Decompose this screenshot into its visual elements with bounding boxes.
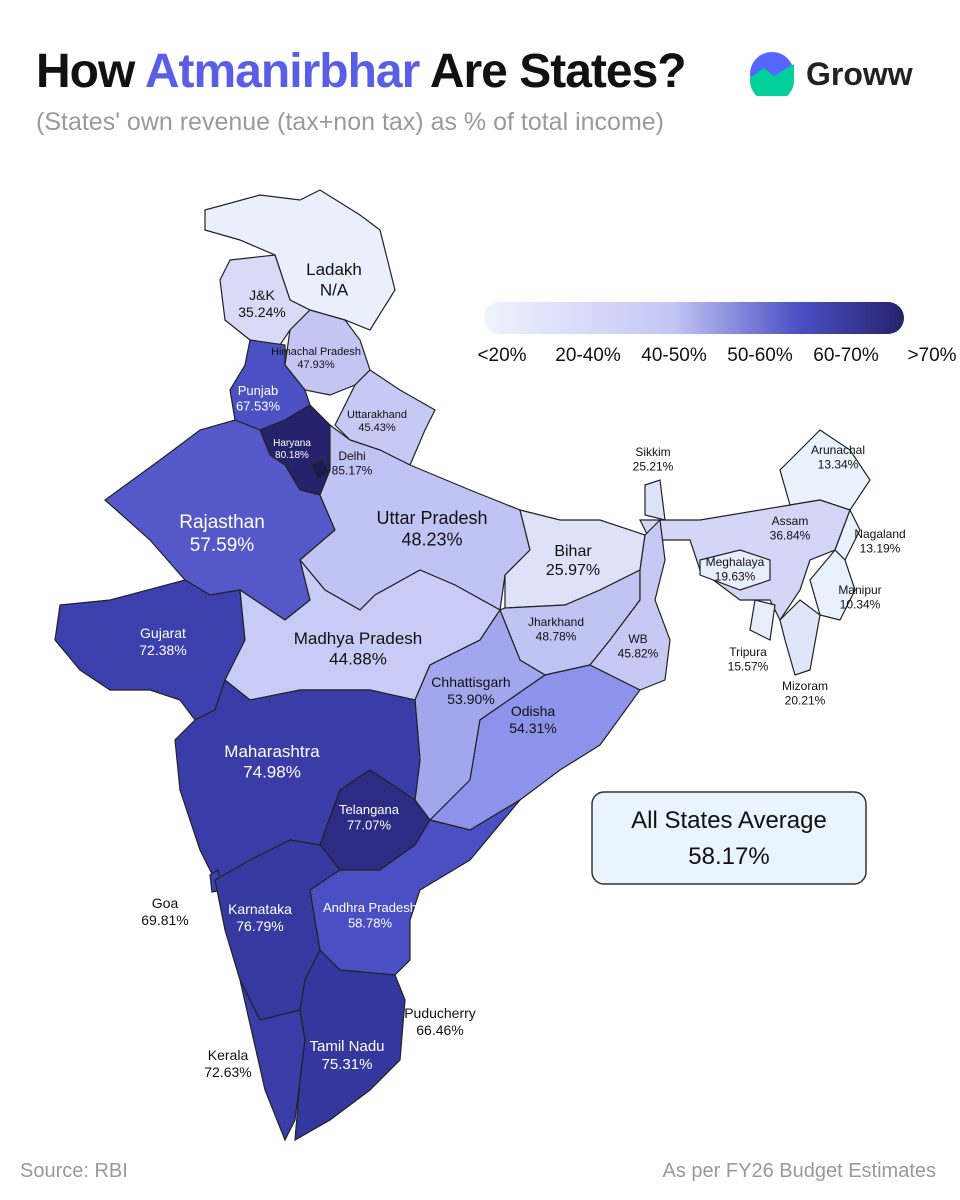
state-name: Uttarakhand xyxy=(347,409,407,421)
state-value: 25.97% xyxy=(546,562,600,579)
legend-label: 40-50% xyxy=(641,345,707,366)
state xyxy=(294,948,406,1142)
state-value: 44.88% xyxy=(329,649,387,668)
state xyxy=(809,549,856,621)
state-value: 76.79% xyxy=(236,918,283,934)
subtitle: (States' own revenue (tax+non tax) as % … xyxy=(36,108,665,136)
state xyxy=(644,479,666,521)
brand-name: Groww xyxy=(806,55,913,92)
state-name: Meghalaya xyxy=(706,555,765,569)
state-name: Madhya Pradesh xyxy=(294,629,423,648)
state-name: Nagaland xyxy=(854,527,905,541)
state-name: Ladakh xyxy=(306,260,362,279)
state-value: 20.21% xyxy=(785,693,826,707)
state-name: Arunachal xyxy=(811,443,865,457)
state-name: Himachal Pradesh xyxy=(271,346,361,358)
state-name: WB xyxy=(628,632,647,646)
average-label: All States Average xyxy=(631,807,827,834)
state-value: 54.31% xyxy=(509,720,556,736)
state-value: 53.90% xyxy=(447,691,494,707)
legend-label: 50-60% xyxy=(727,345,793,366)
state-name: Maharashtra xyxy=(224,742,320,761)
state-name: J&K xyxy=(249,287,275,303)
state-name: Puducherry xyxy=(404,1005,476,1021)
average-value: 58.17% xyxy=(688,843,769,870)
state-name: Telangana xyxy=(339,802,400,817)
state-name: Jharkhand xyxy=(528,615,584,629)
state-name: Assam xyxy=(772,514,809,528)
state xyxy=(428,664,641,831)
note: As per FY26 Budget Estimates xyxy=(662,1160,936,1182)
state-value: 48.78% xyxy=(536,629,577,643)
legend-label: 60-70% xyxy=(813,345,879,366)
state-value: N/A xyxy=(320,280,349,299)
state-name: Sikkim xyxy=(635,445,670,459)
state xyxy=(219,254,312,346)
source: Source: RBI xyxy=(20,1160,128,1182)
state-value: 74.98% xyxy=(243,762,301,781)
state-value: 47.93% xyxy=(297,359,335,371)
state-value: 72.63% xyxy=(204,1064,251,1080)
average-box xyxy=(591,791,867,885)
state-value: 58.78% xyxy=(348,916,393,931)
legend-label: >70% xyxy=(907,345,956,366)
legend-label: <20% xyxy=(477,345,526,366)
state-name: Haryana xyxy=(273,438,311,449)
brand-logo xyxy=(750,52,794,96)
state-value: 67.53% xyxy=(236,399,281,414)
state-value: 85.17% xyxy=(332,463,373,477)
state-name: Rajasthan xyxy=(179,512,265,533)
legend-bar xyxy=(484,302,904,334)
state-value: 13.34% xyxy=(818,457,859,471)
state-value: 45.43% xyxy=(358,422,396,434)
state-value: 75.31% xyxy=(322,1056,373,1073)
state xyxy=(204,189,396,331)
state-name: Manipur xyxy=(838,583,881,597)
state-value: 80.18% xyxy=(275,450,309,461)
state xyxy=(589,518,671,691)
state-value: 25.21% xyxy=(633,459,674,473)
state-name: Karnataka xyxy=(228,901,292,917)
state xyxy=(699,549,771,591)
state-name: Tripura xyxy=(729,645,767,659)
state-value: 69.81% xyxy=(141,912,188,928)
state-value: 35.24% xyxy=(238,304,285,320)
state-name: Andhra Pradesh xyxy=(323,900,417,915)
state-value: 36.84% xyxy=(770,528,811,542)
state-name: Punjab xyxy=(238,383,278,398)
state xyxy=(334,369,436,466)
state-value: 19.63% xyxy=(715,569,756,583)
title-part: Are States? xyxy=(429,45,687,98)
legend-label: 20-40% xyxy=(555,345,621,366)
state-name: Gujarat xyxy=(140,625,186,641)
title-highlight: Atmanirbhar xyxy=(144,45,420,98)
state-name: Uttar Pradesh xyxy=(376,508,487,528)
state-name: Tamil Nadu xyxy=(309,1038,384,1055)
state-value: 13.19% xyxy=(860,541,901,555)
state-name: Delhi xyxy=(338,449,365,463)
state-name: Mizoram xyxy=(782,679,828,693)
state xyxy=(749,599,776,641)
state xyxy=(311,459,329,479)
state-value: 72.38% xyxy=(139,642,186,658)
title-part: How xyxy=(36,45,135,98)
state-value: 10.34% xyxy=(840,597,881,611)
state-name: Goa xyxy=(152,895,179,911)
brand: Groww xyxy=(750,52,913,96)
state-value: 66.46% xyxy=(416,1022,463,1038)
state-name: Chhattisgarh xyxy=(431,674,510,690)
state-value: 45.82% xyxy=(618,646,659,660)
state-name: Kerala xyxy=(208,1047,249,1063)
state xyxy=(779,599,821,676)
state-name: Odisha xyxy=(511,703,556,719)
state-value: 57.59% xyxy=(190,535,255,556)
state-value: 77.07% xyxy=(347,818,392,833)
state-value: 48.23% xyxy=(401,530,462,550)
title: How Atmanirbhar Are States? xyxy=(36,44,687,99)
state-value: 15.57% xyxy=(728,659,769,673)
state-name: Bihar xyxy=(554,543,592,560)
